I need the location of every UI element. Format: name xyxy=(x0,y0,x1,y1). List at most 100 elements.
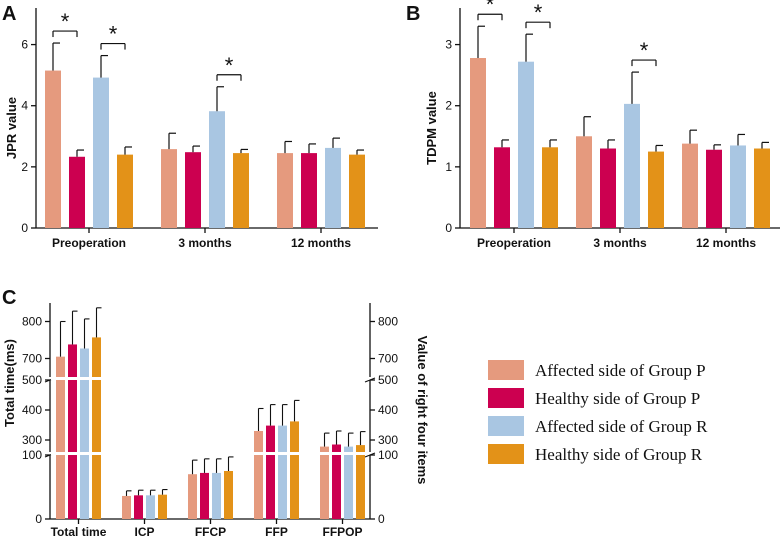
bar xyxy=(470,58,486,228)
y-tick-label: 400 xyxy=(378,403,398,417)
bar xyxy=(212,472,221,519)
bar xyxy=(682,143,698,228)
y-axis-label-a: JPR value xyxy=(4,97,19,159)
bar xyxy=(92,380,101,452)
significance-star: * xyxy=(61,9,70,34)
bar xyxy=(356,445,365,452)
bar xyxy=(92,455,101,519)
legend: Affected side of Group P Healthy side of… xyxy=(488,360,708,464)
bar xyxy=(266,425,275,452)
bar xyxy=(301,153,317,228)
legend-item: Healthy side of Group P xyxy=(488,388,700,408)
y-tick-label: 1 xyxy=(445,160,452,174)
bar xyxy=(209,111,225,228)
y-tick-label: 3 xyxy=(445,38,452,52)
y-tick-label: 2 xyxy=(445,99,452,113)
y-tick-label: 300 xyxy=(378,433,398,447)
legend-item: Affected side of Group R xyxy=(488,416,708,436)
bar xyxy=(518,61,534,228)
y-tick-label: 300 xyxy=(22,433,42,447)
bar xyxy=(349,154,365,228)
axis-break-mark xyxy=(364,452,376,458)
bar xyxy=(68,455,77,519)
axis-break-band xyxy=(51,377,369,380)
x-tick-label: FFCP xyxy=(195,525,226,538)
y-tick-label: 800 xyxy=(378,315,398,329)
y-tick-label: 500 xyxy=(22,373,42,387)
y-tick-label: 6 xyxy=(21,38,28,52)
bar xyxy=(146,495,155,519)
bar xyxy=(80,348,89,377)
bar xyxy=(332,444,341,452)
panel-letter-b: B xyxy=(406,3,420,25)
y-tick-label: 100 xyxy=(378,448,398,462)
bar xyxy=(290,455,299,519)
significance-star: * xyxy=(640,38,649,63)
x-tick-label: 12 months xyxy=(696,236,756,250)
bar xyxy=(200,472,209,519)
x-tick-label: Preoperation xyxy=(52,236,126,250)
bar xyxy=(68,380,77,452)
bar xyxy=(277,153,293,228)
panel-letter-c: C xyxy=(2,287,16,309)
bar xyxy=(233,153,249,228)
bar xyxy=(332,455,341,519)
chart-panel-c: Total time(ms) Value of right four items… xyxy=(2,303,430,538)
legend-label: Healthy side of Group P xyxy=(535,389,700,408)
bar xyxy=(356,455,365,519)
bar xyxy=(158,494,167,519)
legend-item: Affected side of Group P xyxy=(488,360,706,380)
bar xyxy=(320,446,329,452)
bar xyxy=(80,455,89,519)
significance-star: * xyxy=(109,22,118,47)
bar xyxy=(56,455,65,519)
y-axis-label-b: TDPM value xyxy=(424,91,439,165)
bar xyxy=(542,147,558,228)
bar xyxy=(56,356,65,377)
bar xyxy=(494,147,510,228)
x-tick-label: FFP xyxy=(265,525,288,538)
bar xyxy=(188,474,197,519)
y-tick-label: 800 xyxy=(22,315,42,329)
bar xyxy=(56,380,65,452)
legend-label: Affected side of Group R xyxy=(535,417,708,436)
x-tick-label: Preoperation xyxy=(477,236,551,250)
y-tick-label: 700 xyxy=(378,352,398,366)
axis-break-band xyxy=(51,452,369,455)
bar xyxy=(278,425,287,452)
bar xyxy=(266,455,275,519)
significance-star: * xyxy=(534,0,543,25)
x-tick-label: 12 months xyxy=(291,236,351,250)
y-axis-label-right-c: Value of right four items xyxy=(415,336,430,485)
bar xyxy=(706,149,722,228)
bar xyxy=(730,145,746,228)
bar xyxy=(325,147,341,228)
bar xyxy=(224,471,233,519)
bar xyxy=(185,152,201,228)
bar xyxy=(254,455,263,519)
bar xyxy=(600,148,616,228)
chart-panel-b: TDPM value 0 1 2 3 Preoperation 3 months 12 mo… xyxy=(424,0,780,250)
y-tick-label: 700 xyxy=(22,352,42,366)
y-tick-label: 0 xyxy=(35,512,42,526)
significance-star: * xyxy=(225,53,234,78)
bar xyxy=(290,421,299,452)
axis-break-mark xyxy=(364,377,376,383)
y-tick-label: 4 xyxy=(21,99,28,113)
y-tick-label: 400 xyxy=(22,403,42,417)
legend-label: Affected side of Group P xyxy=(535,361,706,380)
x-tick-label: Total time xyxy=(51,525,107,538)
bar xyxy=(92,337,101,377)
x-tick-label: 3 months xyxy=(593,236,647,250)
legend-label: Healthy side of Group R xyxy=(535,445,703,464)
chart-panel-a: JPR value 0 2 4 6 Preoperation 3 months 12 mon… xyxy=(4,8,378,250)
bar xyxy=(161,149,177,228)
bar xyxy=(320,455,329,519)
x-tick-label: FFPOP xyxy=(322,525,362,538)
panel-letter-a: A xyxy=(2,3,16,25)
y-axis-label-left-c: Total time(ms) xyxy=(2,339,17,427)
x-tick-label: ICP xyxy=(134,525,154,538)
y-tick-label: 500 xyxy=(378,373,398,387)
y-tick-label: 100 xyxy=(22,448,42,462)
